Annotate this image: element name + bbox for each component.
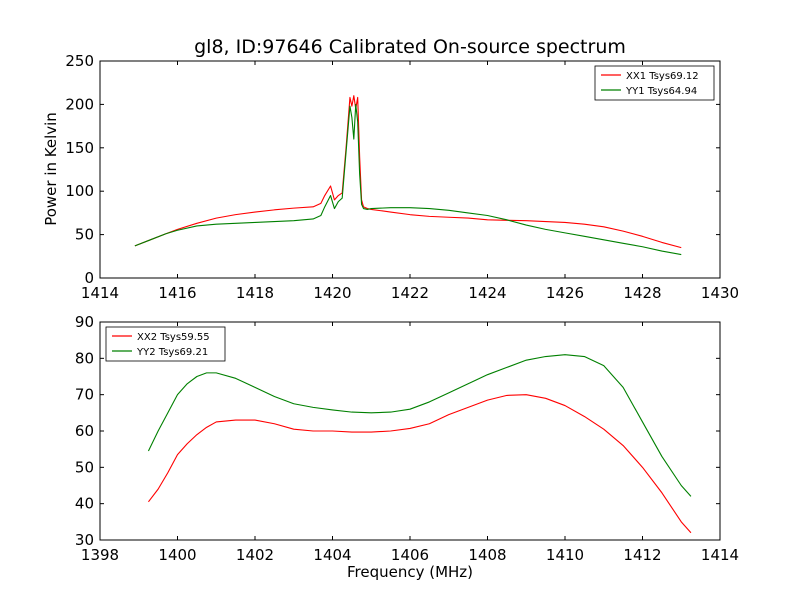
top-x-tick-label: 1414 (81, 284, 119, 302)
bottom-y-tick-label: 80 (75, 349, 94, 367)
chart-title: gl8, ID:97646 Calibrated On-source spect… (194, 36, 626, 58)
top-x-tick-label: 1422 (391, 284, 429, 302)
top-y-tick-label: 200 (65, 95, 94, 113)
bottom-x-tick-label: 1406 (391, 546, 429, 564)
top-y-tick-label: 250 (65, 52, 94, 70)
top-y-tick-label: 150 (65, 139, 94, 157)
bottom-legend-label: XX2 Tsys59.55 (137, 332, 210, 343)
bottom-series-2-line (147, 354, 692, 497)
bottom-y-tick-label: 40 (75, 495, 94, 513)
bottom-x-tick-label: 1404 (313, 546, 351, 564)
bottom-x-tick-label: 1412 (623, 546, 661, 564)
bottom-legend-box (105, 326, 226, 362)
top-legend: XX1 Tsys69.12 YY1 Tsys64.94 (594, 65, 715, 101)
top-y-axis-label: Power in Kelvin (42, 112, 60, 226)
bottom-x-tick-label: 1408 (468, 546, 506, 564)
bottom-series-1-line (148, 394, 692, 534)
bottom-y-tick-label: 70 (75, 386, 94, 404)
bottom-legend: XX2 Tsys59.55 YY2 Tsys69.21 (105, 326, 226, 362)
bottom-plot: 1398 1400 1402 1404 1406 1408 1410 1412 1414 30 40… (75, 313, 739, 564)
bottom-y-tick-label: 60 (75, 422, 94, 440)
top-x-tick-label: 1420 (313, 284, 351, 302)
top-series-1-line (134, 95, 682, 249)
bottom-legend-label: YY2 Tsys69.21 (136, 347, 208, 358)
top-legend-label: YY1 Tsys64.94 (625, 86, 697, 97)
top-x-tick-label: 1426 (546, 284, 584, 302)
bottom-y-tick-label: 90 (75, 313, 94, 331)
top-y-tick-label: 100 (65, 182, 94, 200)
bottom-x-tick-label: 1400 (158, 546, 196, 564)
top-x-tick-label: 1430 (701, 284, 739, 302)
top-legend-box (594, 65, 715, 101)
top-series-2-line (134, 103, 682, 256)
bottom-x-tick-label: 1398 (81, 546, 119, 564)
top-x-tick-label: 1424 (468, 284, 506, 302)
top-plot: 1414 1416 1418 1420 1422 1424 1426 1428 1430 0 50 1… (65, 52, 739, 302)
top-y-tick-label: 0 (84, 269, 94, 287)
bottom-x-tick-label: 1414 (701, 546, 739, 564)
top-x-tick-label: 1418 (236, 284, 274, 302)
bottom-y-tick-label: 30 (75, 531, 94, 549)
bottom-x-tick-label: 1402 (236, 546, 274, 564)
top-legend-label: XX1 Tsys69.12 (626, 71, 699, 82)
bottom-x-tick-label: 1410 (546, 546, 584, 564)
top-y-tick-label: 50 (75, 226, 94, 244)
bottom-y-tick-label: 50 (75, 458, 94, 476)
top-x-tick-label: 1428 (623, 284, 661, 302)
bottom-x-axis-label: Frequency (MHz) (347, 563, 473, 581)
top-x-tick-label: 1416 (158, 284, 196, 302)
